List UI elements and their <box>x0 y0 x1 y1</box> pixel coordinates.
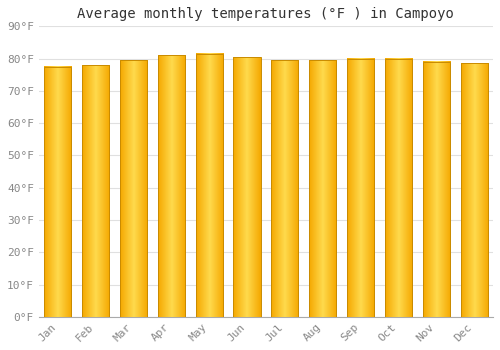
Bar <box>158 55 185 317</box>
Bar <box>82 65 109 317</box>
Bar <box>271 60 298 317</box>
Bar <box>120 60 147 317</box>
Bar <box>234 57 260 317</box>
Title: Average monthly temperatures (°F ) in Campoyo: Average monthly temperatures (°F ) in Ca… <box>78 7 454 21</box>
Bar <box>422 62 450 317</box>
Bar <box>385 58 412 317</box>
Bar <box>460 63 488 317</box>
Bar <box>347 58 374 317</box>
Bar <box>196 54 223 317</box>
Bar <box>44 66 72 317</box>
Bar <box>309 60 336 317</box>
